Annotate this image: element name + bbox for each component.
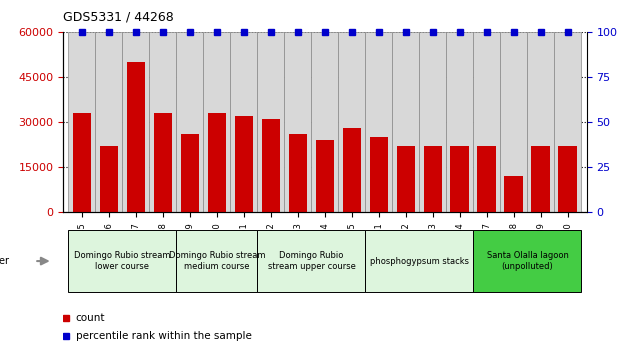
Bar	[100, 146, 119, 212]
Bar	[451, 146, 469, 212]
Bar	[180, 134, 199, 212]
Bar	[423, 146, 442, 212]
Bar	[370, 137, 389, 212]
Bar	[365, 230, 473, 292]
Bar	[69, 230, 177, 292]
FancyBboxPatch shape	[203, 32, 230, 212]
Text: Domingo Rubio
stream upper course: Domingo Rubio stream upper course	[268, 251, 355, 271]
Bar	[261, 119, 280, 212]
FancyBboxPatch shape	[447, 32, 473, 212]
FancyBboxPatch shape	[555, 32, 581, 212]
FancyBboxPatch shape	[500, 32, 528, 212]
FancyBboxPatch shape	[285, 32, 312, 212]
Bar	[478, 146, 497, 212]
Bar	[505, 176, 523, 212]
Text: Domingo Rubio stream
medium course: Domingo Rubio stream medium course	[168, 251, 265, 271]
Bar	[316, 140, 334, 212]
Bar	[531, 146, 550, 212]
Bar	[153, 113, 172, 212]
FancyBboxPatch shape	[528, 32, 555, 212]
Bar	[208, 113, 227, 212]
Text: percentile rank within the sample: percentile rank within the sample	[76, 331, 252, 341]
Text: GDS5331 / 44268: GDS5331 / 44268	[63, 10, 174, 23]
FancyBboxPatch shape	[95, 32, 122, 212]
FancyBboxPatch shape	[365, 32, 392, 212]
Bar	[257, 230, 365, 292]
Bar	[473, 230, 581, 292]
FancyBboxPatch shape	[177, 32, 203, 212]
FancyBboxPatch shape	[338, 32, 365, 212]
Bar	[73, 113, 91, 212]
FancyBboxPatch shape	[312, 32, 338, 212]
FancyBboxPatch shape	[69, 32, 95, 212]
Bar	[235, 116, 254, 212]
FancyBboxPatch shape	[473, 32, 500, 212]
Text: other: other	[0, 256, 9, 266]
FancyBboxPatch shape	[230, 32, 257, 212]
Bar	[177, 230, 257, 292]
FancyBboxPatch shape	[420, 32, 447, 212]
Text: phosphogypsum stacks: phosphogypsum stacks	[370, 257, 469, 266]
Bar	[343, 128, 362, 212]
Bar	[127, 62, 145, 212]
Bar	[396, 146, 415, 212]
FancyBboxPatch shape	[150, 32, 177, 212]
FancyBboxPatch shape	[122, 32, 150, 212]
Bar	[558, 146, 577, 212]
Bar	[288, 134, 307, 212]
FancyBboxPatch shape	[257, 32, 285, 212]
Text: Santa Olalla lagoon
(unpolluted): Santa Olalla lagoon (unpolluted)	[487, 251, 569, 271]
Text: Domingo Rubio stream
lower course: Domingo Rubio stream lower course	[74, 251, 171, 271]
FancyBboxPatch shape	[392, 32, 420, 212]
Text: count: count	[76, 313, 105, 323]
